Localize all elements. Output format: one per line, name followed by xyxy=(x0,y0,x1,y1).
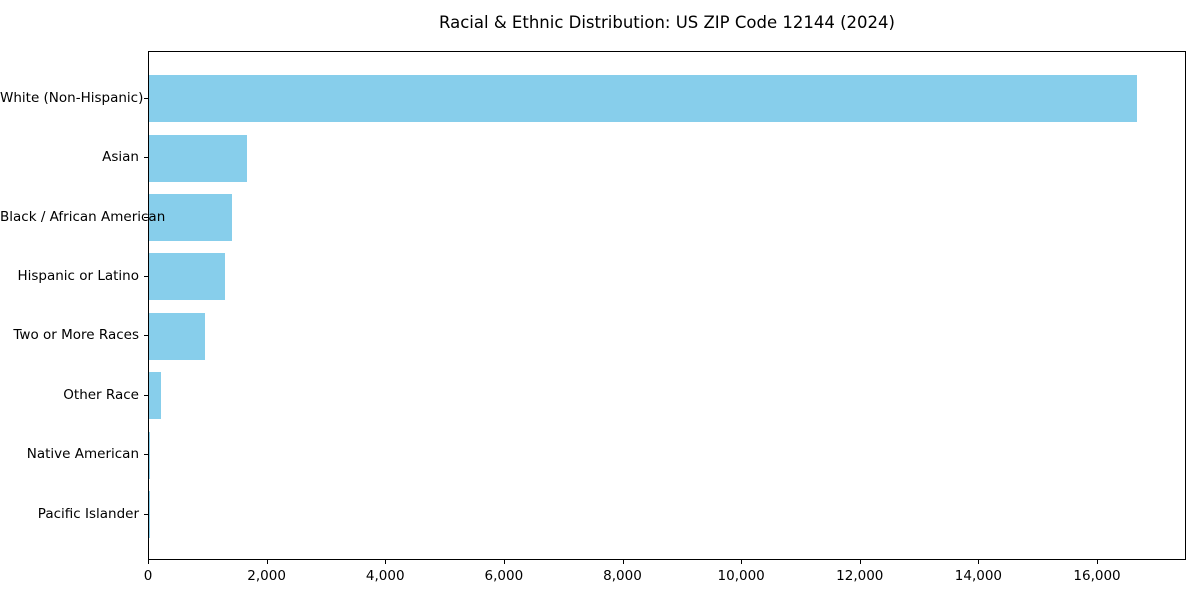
y-tick-mark xyxy=(144,97,148,99)
plot-area xyxy=(148,51,1186,560)
x-tick-label-8-000: 8,000 xyxy=(603,568,642,584)
y-tick-mark xyxy=(144,275,148,277)
y-tick-mark xyxy=(144,157,148,159)
bar-other-race xyxy=(149,372,161,420)
y-tick-mark xyxy=(144,454,148,456)
y-axis-label-other-race: Other Race xyxy=(63,386,139,403)
y-tick-mark xyxy=(144,513,148,515)
x-tick-label-2-000: 2,000 xyxy=(247,568,286,584)
y-axis-label-hispanic-or-latino: Hispanic or Latino xyxy=(17,267,139,284)
x-tick-label-16-000: 16,000 xyxy=(1073,568,1121,584)
bar-white-non-hispanic xyxy=(149,75,1137,123)
x-tick-label-14-000: 14,000 xyxy=(954,568,1003,584)
y-tick-mark xyxy=(144,335,148,337)
x-tick-mark xyxy=(503,560,505,564)
x-tick-mark xyxy=(266,560,268,564)
x-tick-mark xyxy=(1097,560,1099,564)
y-tick-mark xyxy=(144,216,148,218)
x-tick-label-0: 0 xyxy=(143,568,153,584)
y-axis-label-pacific-islander: Pacific Islander xyxy=(37,505,139,522)
x-tick-mark xyxy=(385,560,387,564)
x-tick-label-12-000: 12,000 xyxy=(836,568,884,584)
bar-hispanic-or-latino xyxy=(149,253,225,301)
chart-title: Racial & Ethnic Distribution: US ZIP Cod… xyxy=(439,13,895,32)
bar-black-african-american xyxy=(149,194,233,241)
x-tick-mark xyxy=(859,560,861,564)
x-tick-mark xyxy=(148,560,149,564)
x-tick-mark xyxy=(622,560,624,564)
y-axis-label-two-or-more-races: Two or More Races xyxy=(13,327,139,344)
bar-two-or-more-races xyxy=(149,312,206,360)
x-tick-label-4-000: 4,000 xyxy=(365,568,405,584)
y-axis-label-black-african-american: Black / African American xyxy=(0,208,166,225)
y-tick-mark xyxy=(144,394,148,396)
bar-native-american xyxy=(149,431,151,479)
y-axis-label-native-american: Native American xyxy=(26,446,139,463)
x-tick-label-10-000: 10,000 xyxy=(717,568,765,584)
y-axis-label-asian: Asian xyxy=(102,149,139,166)
x-tick-label-6-000: 6,000 xyxy=(484,568,524,584)
x-tick-mark xyxy=(741,560,743,564)
y-axis-label-white-non-hispanic: White (Non-Hispanic) xyxy=(0,89,144,106)
bar-asian xyxy=(149,134,247,182)
x-tick-mark xyxy=(978,560,980,564)
